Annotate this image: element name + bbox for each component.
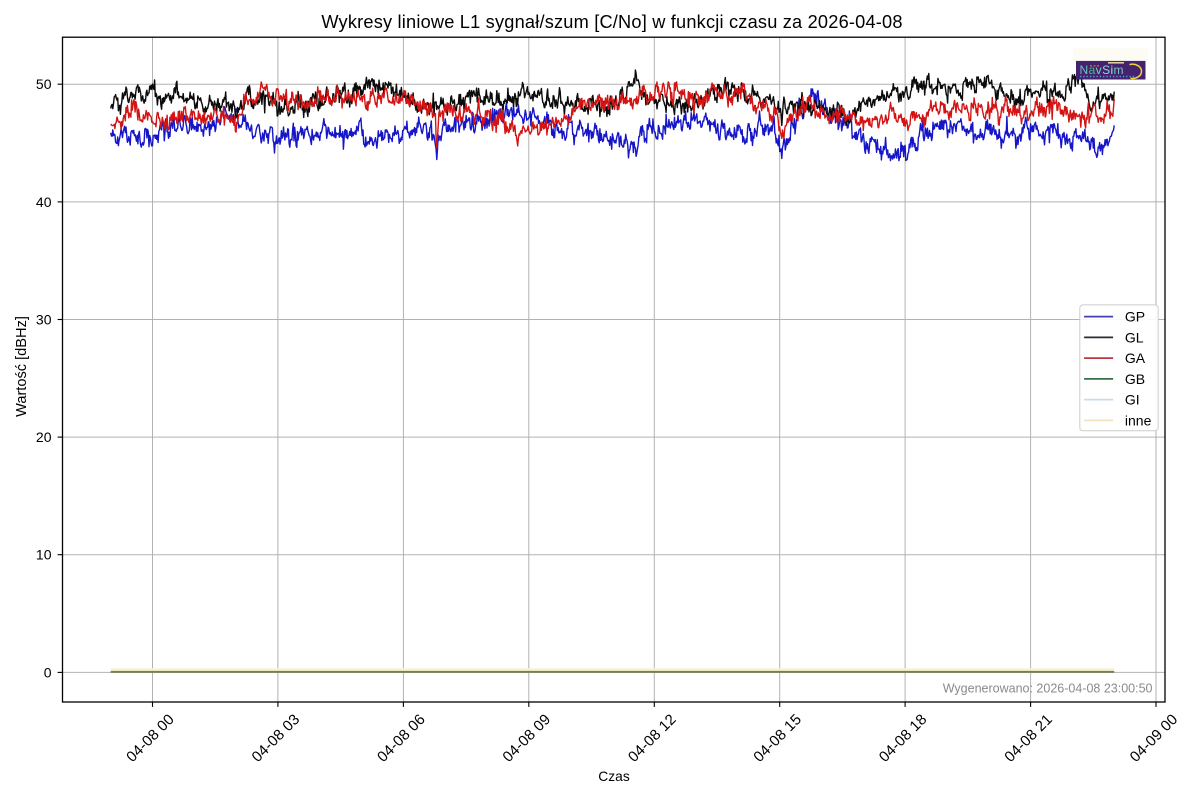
- svg-text:40: 40: [36, 194, 52, 210]
- svg-text:50: 50: [36, 76, 52, 92]
- svg-text:GL: GL: [1125, 329, 1144, 345]
- svg-text:Wykresy liniowe L1 sygnał/szum: Wykresy liniowe L1 sygnał/szum [C/No] w …: [321, 12, 902, 32]
- svg-text:Czas: Czas: [598, 769, 630, 784]
- svg-text:Wygenerowano: 2026-04-08 23:00: Wygenerowano: 2026-04-08 23:00:50: [943, 682, 1153, 696]
- svg-text:20: 20: [36, 429, 52, 445]
- svg-text:30: 30: [36, 312, 52, 328]
- svg-text:GI: GI: [1125, 392, 1140, 408]
- svg-text:GA: GA: [1125, 350, 1146, 366]
- svg-text:GP: GP: [1125, 309, 1145, 325]
- svg-text:10: 10: [36, 547, 52, 563]
- svg-text:NavSim: NavSim: [1080, 63, 1124, 77]
- svg-text:Wartość [dBHz]: Wartość [dBHz]: [14, 316, 30, 417]
- svg-text:inne: inne: [1125, 412, 1152, 428]
- svg-text:0: 0: [44, 664, 52, 680]
- svg-text:GB: GB: [1125, 371, 1145, 387]
